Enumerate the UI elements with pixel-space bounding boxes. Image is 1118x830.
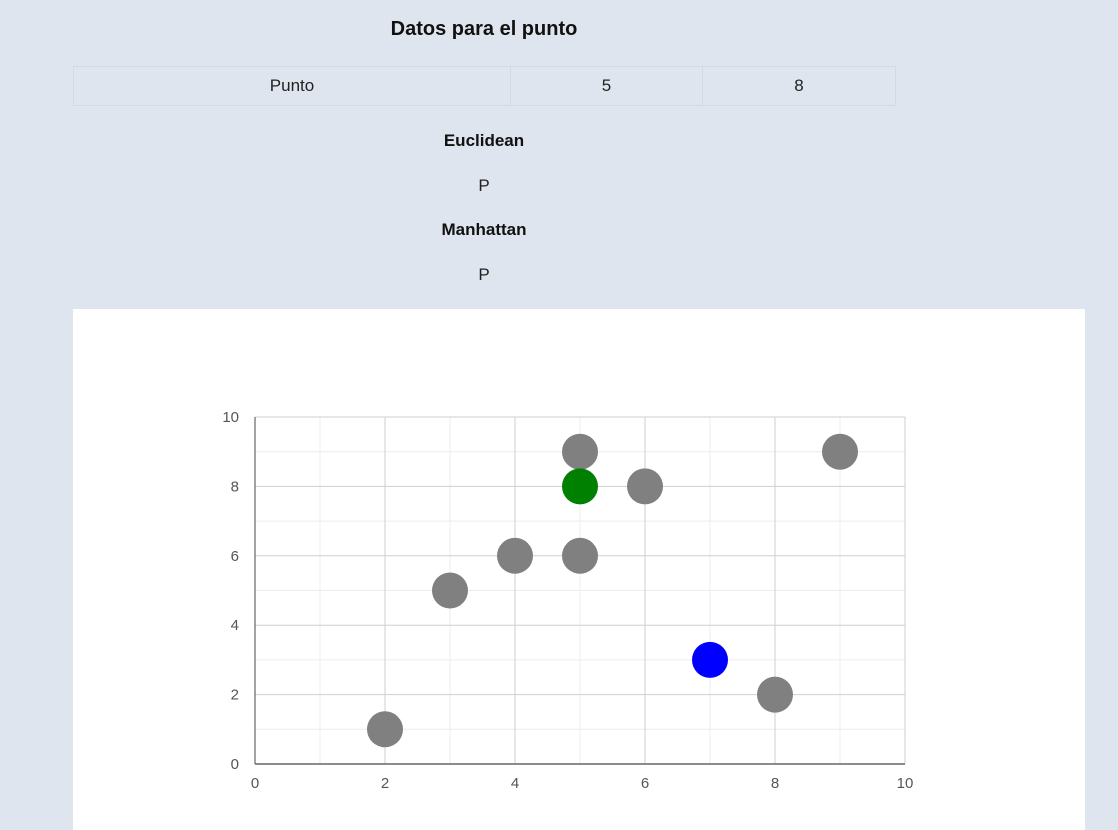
y-tick-label: 6	[231, 548, 239, 565]
x-tick-label: 10	[897, 775, 914, 792]
scatter-point	[692, 641, 728, 678]
point-table: Punto 5 8	[73, 66, 896, 106]
x-tick-label: 8	[771, 775, 779, 792]
chart-panel: 0 2 4 6 8 10 0 2 4 6 8 10	[73, 309, 1085, 830]
x-tick-label: 4	[511, 775, 519, 792]
euclidean-label: Euclidean	[443, 131, 525, 150]
x-tick-label: 2	[381, 775, 389, 792]
manhattan-result: P	[478, 265, 490, 284]
scatter-point	[432, 572, 468, 609]
y-tick-label: 8	[231, 478, 239, 495]
point-y-cell: 8	[702, 66, 896, 106]
scatter-point	[562, 468, 598, 505]
x-tick-label: 6	[641, 775, 649, 792]
scatter-point	[497, 537, 533, 574]
scatter-point	[822, 433, 858, 470]
scatter-point	[757, 676, 793, 713]
y-tick-label: 4	[231, 617, 239, 634]
table-row: Punto 5 8	[73, 66, 896, 106]
x-tick-label: 0	[251, 775, 259, 792]
y-tick-label: 10	[222, 409, 239, 426]
y-tick-label: 0	[231, 756, 239, 773]
scatter-point	[562, 433, 598, 470]
y-tick-label: 2	[231, 687, 239, 704]
euclidean-result: P	[478, 176, 490, 195]
page-title: Datos para el punto	[390, 18, 578, 40]
scatter-chart: 0 2 4 6 8 10 0 2 4 6 8 10	[222, 409, 914, 792]
point-x-cell: 5	[510, 66, 703, 106]
scatter-point	[627, 468, 663, 505]
scatter-point	[367, 711, 403, 748]
point-label-cell: Punto	[73, 66, 511, 106]
scatter-point	[562, 537, 598, 574]
manhattan-label: Manhattan	[441, 220, 527, 239]
